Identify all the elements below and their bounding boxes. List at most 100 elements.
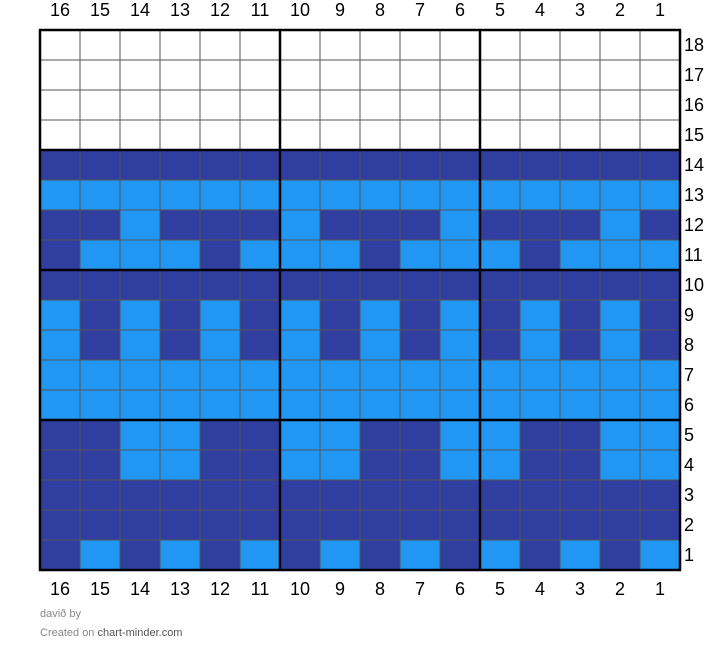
cell	[560, 450, 600, 480]
cell	[520, 330, 560, 360]
cell	[280, 360, 320, 390]
cell	[80, 180, 120, 210]
cell	[600, 330, 640, 360]
cell	[200, 300, 240, 330]
row-label: 7	[684, 365, 694, 385]
cell	[520, 120, 560, 150]
cell	[280, 330, 320, 360]
cell	[120, 360, 160, 390]
cell	[240, 60, 280, 90]
cell	[160, 360, 200, 390]
cell	[40, 300, 80, 330]
column-label-bottom: 4	[535, 579, 545, 599]
cell	[400, 390, 440, 420]
cell	[80, 450, 120, 480]
cell	[440, 30, 480, 60]
cell	[600, 210, 640, 240]
cell	[440, 330, 480, 360]
cell	[520, 60, 560, 90]
cell	[200, 150, 240, 180]
cell	[480, 270, 520, 300]
cell	[360, 120, 400, 150]
row-label: 16	[684, 95, 704, 115]
cell	[560, 540, 600, 570]
cell	[400, 510, 440, 540]
cell	[480, 150, 520, 180]
cell	[280, 240, 320, 270]
cell	[400, 480, 440, 510]
by: by	[69, 608, 81, 620]
cell	[640, 450, 680, 480]
cell	[80, 60, 120, 90]
cell	[160, 300, 200, 330]
cell	[640, 60, 680, 90]
cell	[440, 300, 480, 330]
cell	[40, 90, 80, 120]
cell	[400, 270, 440, 300]
cell	[40, 30, 80, 60]
cell	[440, 450, 480, 480]
column-label-top: 11	[251, 0, 270, 20]
cell	[200, 540, 240, 570]
cell	[360, 30, 400, 60]
row-label: 6	[684, 395, 694, 415]
cell	[320, 480, 360, 510]
cell	[280, 450, 320, 480]
cell	[40, 180, 80, 210]
cell	[320, 420, 360, 450]
cell	[200, 60, 240, 90]
cell	[360, 150, 400, 180]
cell	[360, 180, 400, 210]
author-line: davið by	[40, 608, 81, 620]
cell	[80, 420, 120, 450]
cell	[120, 60, 160, 90]
site-link[interactable]: chart-minder.com	[97, 627, 183, 639]
row-label: 17	[684, 65, 704, 85]
cell	[360, 300, 400, 330]
cell	[520, 90, 560, 120]
cell	[520, 210, 560, 240]
cell	[160, 540, 200, 570]
cell	[600, 390, 640, 420]
cell	[360, 240, 400, 270]
cell	[120, 450, 160, 480]
cell	[80, 210, 120, 240]
cell	[400, 240, 440, 270]
cell	[640, 240, 680, 270]
cell	[320, 360, 360, 390]
cell	[360, 510, 400, 540]
cell	[200, 120, 240, 150]
row-label: 18	[684, 35, 704, 55]
cell	[320, 240, 360, 270]
cell	[240, 180, 280, 210]
created-on: Created on	[40, 627, 95, 639]
cell	[160, 210, 200, 240]
row-label: 14	[684, 155, 704, 175]
cell	[80, 270, 120, 300]
cell	[40, 330, 80, 360]
cell	[520, 150, 560, 180]
cell	[360, 60, 400, 90]
cell	[400, 360, 440, 390]
cell	[200, 450, 240, 480]
cell	[80, 300, 120, 330]
cell	[40, 150, 80, 180]
cell	[240, 150, 280, 180]
cell	[440, 240, 480, 270]
cell	[640, 180, 680, 210]
cell	[640, 210, 680, 240]
cell	[240, 240, 280, 270]
cell	[360, 420, 400, 450]
cell	[560, 30, 600, 60]
cell	[360, 540, 400, 570]
cell	[440, 540, 480, 570]
cell	[160, 510, 200, 540]
cell	[640, 300, 680, 330]
cell	[560, 330, 600, 360]
cell	[160, 420, 200, 450]
cell	[120, 240, 160, 270]
column-label-bottom: 3	[575, 579, 585, 599]
column-label-top: 3	[575, 0, 585, 20]
column-label-top: 5	[495, 0, 505, 20]
